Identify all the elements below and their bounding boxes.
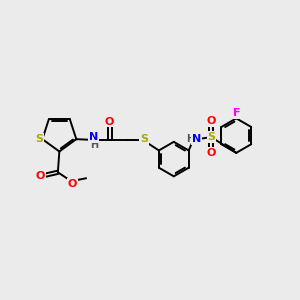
Text: S: S: [207, 132, 215, 142]
Text: S: S: [35, 134, 43, 144]
Text: N: N: [191, 134, 201, 145]
Text: O: O: [206, 148, 216, 158]
Text: O: O: [206, 116, 216, 126]
Text: H: H: [90, 140, 98, 150]
Text: O: O: [105, 117, 114, 127]
Text: H: H: [186, 134, 194, 144]
Text: N: N: [89, 132, 98, 142]
Text: F: F: [233, 108, 241, 118]
Text: O: O: [36, 171, 45, 181]
Text: S: S: [140, 134, 148, 144]
Text: O: O: [68, 179, 77, 189]
